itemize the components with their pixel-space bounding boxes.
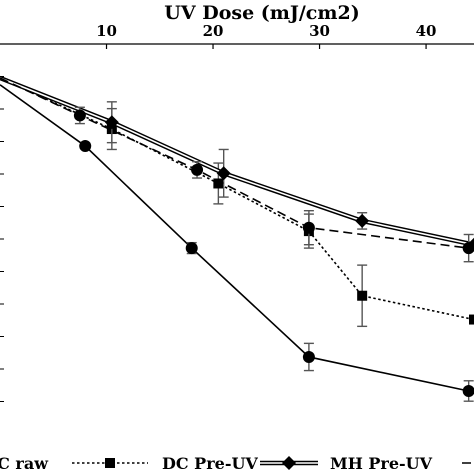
data-point — [302, 221, 315, 234]
data-point — [355, 213, 370, 228]
series-line-inner — [0, 77, 474, 246]
data-point — [79, 140, 92, 153]
legend-item-0: DC raw — [0, 454, 49, 473]
data-point — [104, 115, 119, 130]
series-line — [0, 84, 469, 392]
legend-label: MH Pre-UV — [330, 454, 433, 473]
data-point — [469, 314, 474, 325]
series-3 — [0, 77, 474, 263]
series-line — [0, 77, 474, 321]
data-point — [213, 178, 224, 189]
x-axis-ticks: 10 20 30 40 — [0, 22, 437, 402]
data-point — [357, 290, 368, 301]
x-tick-label: 40 — [416, 22, 437, 40]
data-point — [462, 242, 474, 255]
x-tick-label: 20 — [203, 22, 224, 40]
x-axis-title: UV Dose (mJ/cm2) — [164, 2, 359, 24]
data-point — [191, 163, 204, 176]
data-point — [216, 166, 231, 181]
legend-label: DC Pre-UV — [162, 454, 258, 473]
series-layer — [0, 75, 474, 402]
data-point — [302, 350, 315, 363]
data-point — [282, 456, 296, 470]
x-tick-label: 10 — [96, 22, 117, 40]
series-0 — [0, 84, 474, 402]
data-point — [73, 109, 86, 122]
x-tick-label: 30 — [309, 22, 330, 40]
series-line-outer — [0, 75, 474, 247]
legend-item-1: DC Pre-UV — [72, 454, 258, 473]
data-point — [185, 242, 198, 255]
data-point — [105, 458, 115, 468]
legend: DC raw DC Pre-UV MH Pre-UV — [0, 454, 474, 473]
series-2 — [0, 75, 474, 252]
legend-item-2: MH Pre-UV — [260, 454, 433, 473]
legend-label: DC raw — [0, 454, 49, 473]
data-point — [462, 384, 474, 397]
